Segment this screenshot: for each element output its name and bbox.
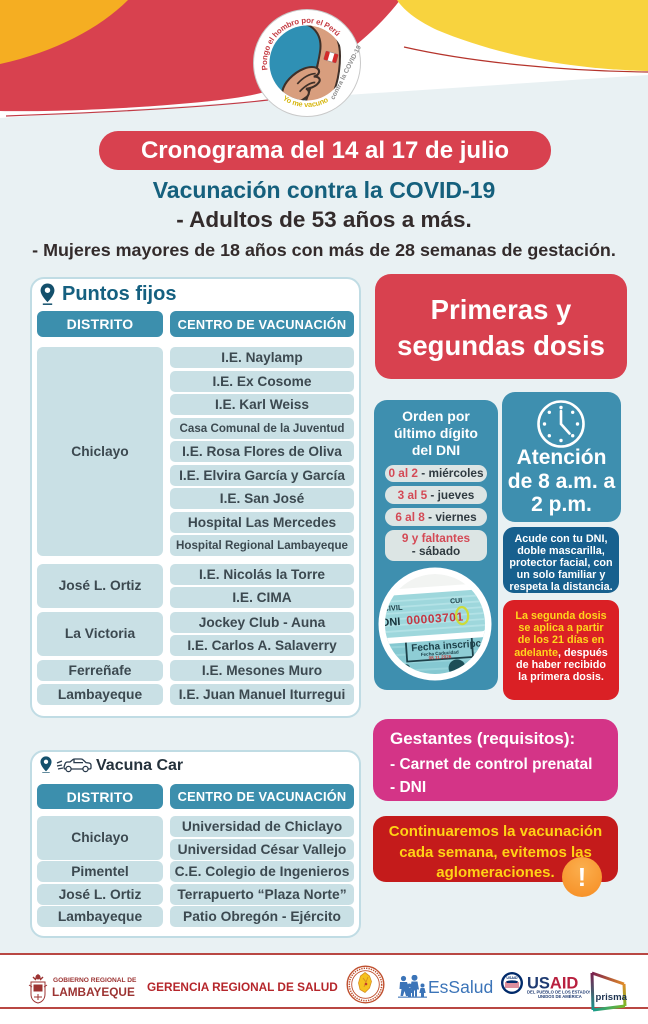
svg-text:DNI: DNI xyxy=(381,616,401,629)
svg-text:O CIVIL: O CIVIL xyxy=(378,603,403,614)
svg-text:prisma: prisma xyxy=(596,992,628,1003)
svg-text:Fecha Caducidad: Fecha Caducidad xyxy=(421,649,459,657)
svg-text:CUI: CUI xyxy=(450,598,463,606)
svg-text:EsSalud: EsSalud xyxy=(428,977,493,997)
svg-text:USAID: USAID xyxy=(506,976,518,980)
svg-text:00003701: 00003701 xyxy=(406,610,464,628)
svg-text:USAID: USAID xyxy=(527,975,578,993)
svg-text:UNIDOS DE AMÉRICA: UNIDOS DE AMÉRICA xyxy=(538,994,582,999)
svg-text:08 11 2026: 08 11 2026 xyxy=(428,654,451,661)
svg-text:DEL PUEBLO DE LOS ESTADOS: DEL PUEBLO DE LOS ESTADOS xyxy=(527,990,590,995)
svg-text:Fecha inscripc: Fecha inscripc xyxy=(411,638,482,654)
